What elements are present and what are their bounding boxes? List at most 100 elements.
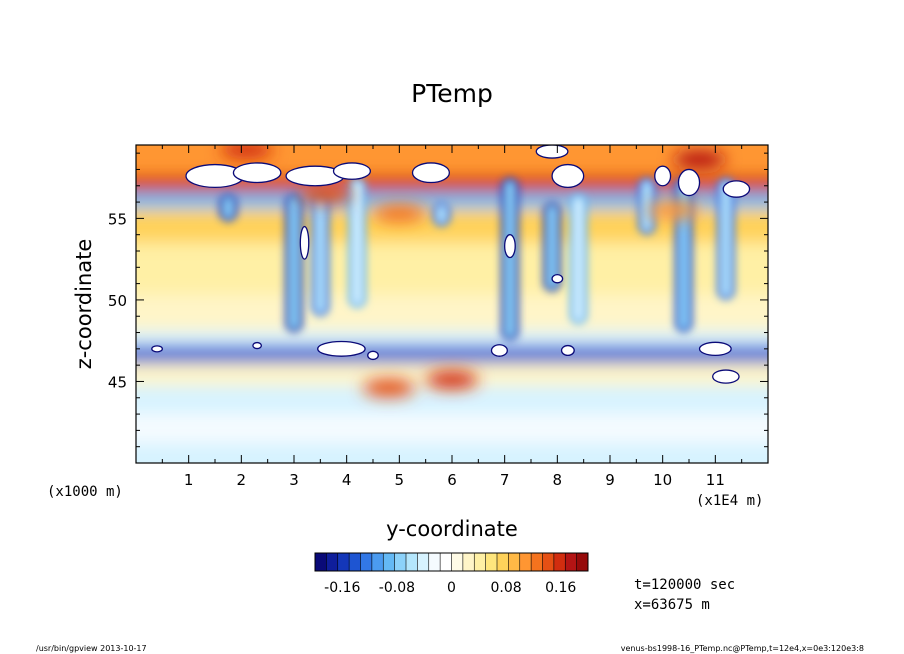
colorbar-frame bbox=[314, 552, 589, 572]
x-tick-label: 7 bbox=[500, 471, 510, 489]
colorbar-cell bbox=[394, 553, 407, 571]
x-tick-label: 2 bbox=[237, 471, 247, 489]
colorbar-cell bbox=[519, 553, 532, 571]
colorbar-ticks: -0.16 -0.08 0 0.08 0.16 bbox=[324, 580, 576, 596]
saturated-region bbox=[560, 344, 575, 357]
data-hotspot bbox=[373, 204, 426, 223]
colorbar-tick-label: 0 bbox=[447, 580, 456, 596]
x-offset-label: (x1000 m) bbox=[47, 484, 123, 500]
position-annotation: x=63675 m bbox=[634, 597, 710, 613]
footer-left: /usr/bin/gpview 2013-10-17 bbox=[36, 644, 147, 653]
colorbar-tick-label: 0.16 bbox=[545, 580, 576, 596]
saturated-region bbox=[504, 234, 516, 259]
data-hotspot bbox=[220, 145, 273, 159]
data-plume-core bbox=[353, 181, 362, 305]
x-axis: 1 2 3 4 5 6 7 8 9 10 11 bbox=[135, 145, 769, 489]
saturated-region bbox=[654, 165, 672, 187]
saturated-region bbox=[551, 163, 585, 189]
y-tick-label: 50 bbox=[108, 292, 127, 310]
plot-area bbox=[136, 145, 768, 463]
data-plume-core bbox=[574, 197, 583, 321]
saturated-region bbox=[490, 344, 508, 357]
x-scale-label: (x1E4 m) bbox=[696, 493, 763, 509]
colorbar-cell bbox=[315, 553, 327, 571]
colorbar-tick-label: -0.08 bbox=[379, 580, 415, 596]
data-hotspot bbox=[426, 370, 478, 389]
colorbar-cell bbox=[508, 553, 521, 571]
colorbar-cell bbox=[497, 553, 509, 571]
saturated-region bbox=[367, 350, 379, 361]
colorbar-cell bbox=[440, 553, 452, 571]
saturated-region bbox=[551, 273, 564, 284]
data-plume-core bbox=[505, 181, 514, 337]
colorbar-cell bbox=[326, 553, 339, 571]
saturated-region bbox=[332, 162, 372, 180]
saturated-region bbox=[677, 168, 701, 197]
data-plume-core bbox=[437, 206, 446, 223]
x-tick-label: 10 bbox=[653, 471, 672, 489]
colorbar-cell bbox=[474, 553, 486, 571]
chart-title: PTemp bbox=[411, 79, 493, 108]
saturated-region bbox=[411, 162, 451, 184]
footer-right: venus-bs1998-16_PTemp.nc@PTemp,t=12e4,x=… bbox=[621, 644, 864, 653]
colorbar-cell bbox=[349, 553, 361, 571]
data-hotspot bbox=[673, 150, 726, 169]
saturated-layer bbox=[151, 145, 751, 384]
data-plume-core bbox=[224, 197, 233, 218]
x-tick-label: 11 bbox=[706, 471, 725, 489]
colorbar-cell bbox=[371, 553, 384, 571]
data-band bbox=[136, 345, 768, 363]
data-plume-core bbox=[316, 197, 325, 313]
data-plume-core bbox=[642, 181, 651, 231]
colorbar-cell bbox=[565, 553, 577, 571]
x-tick-label: 4 bbox=[342, 471, 352, 489]
saturated-region bbox=[317, 340, 366, 357]
colorbar-tick-label: -0.16 bbox=[324, 580, 360, 596]
colorbar bbox=[314, 552, 589, 572]
saturated-region bbox=[712, 369, 740, 384]
x-tick-label: 5 bbox=[395, 471, 405, 489]
x-tick-label: 8 bbox=[553, 471, 563, 489]
x-tick-label: 9 bbox=[605, 471, 615, 489]
data-band bbox=[136, 385, 768, 415]
colorbar-cell bbox=[417, 553, 430, 571]
y-tick-label: 45 bbox=[108, 373, 127, 391]
colorbar-cell bbox=[360, 553, 373, 571]
colorbar-cell bbox=[553, 553, 566, 571]
colorbar-tick-label: 0.08 bbox=[491, 580, 522, 596]
data-plume-core bbox=[290, 197, 298, 329]
y-tick-label: 55 bbox=[108, 210, 127, 228]
x-tick-label: 3 bbox=[289, 471, 299, 489]
saturated-region bbox=[252, 341, 262, 350]
colorbar-cell bbox=[462, 553, 475, 571]
data-hotspot bbox=[362, 378, 415, 397]
colorbar-cell bbox=[451, 553, 464, 571]
y-axis-label: z-coordinate bbox=[72, 239, 96, 370]
data-hotspot bbox=[647, 201, 700, 220]
x-axis-label: y-coordinate bbox=[386, 517, 518, 541]
data-band bbox=[136, 295, 768, 331]
colorbar-cell bbox=[428, 553, 441, 571]
data-hotspot bbox=[299, 184, 352, 203]
hotspot-layer bbox=[220, 145, 726, 397]
data-plume-core bbox=[721, 181, 730, 296]
colorbar-cell bbox=[337, 553, 350, 571]
data-band bbox=[136, 330, 768, 346]
colorbar-cell bbox=[576, 553, 589, 571]
saturated-region bbox=[232, 162, 282, 184]
colorbar-cell bbox=[383, 553, 395, 571]
saturated-region bbox=[299, 225, 310, 260]
colorbar-cell bbox=[406, 553, 418, 571]
saturated-region bbox=[535, 145, 569, 159]
time-annotation: t=120000 sec bbox=[634, 577, 735, 593]
data-plume-core bbox=[548, 206, 557, 288]
data-band bbox=[136, 242, 768, 296]
data-band bbox=[136, 414, 768, 443]
saturated-region bbox=[698, 341, 732, 357]
colorbar-cell bbox=[531, 553, 543, 571]
saturated-region bbox=[722, 180, 751, 198]
colorbar-cell bbox=[485, 553, 498, 571]
y-axis: 45 50 55 bbox=[108, 152, 768, 448]
plume-layer bbox=[219, 177, 735, 341]
